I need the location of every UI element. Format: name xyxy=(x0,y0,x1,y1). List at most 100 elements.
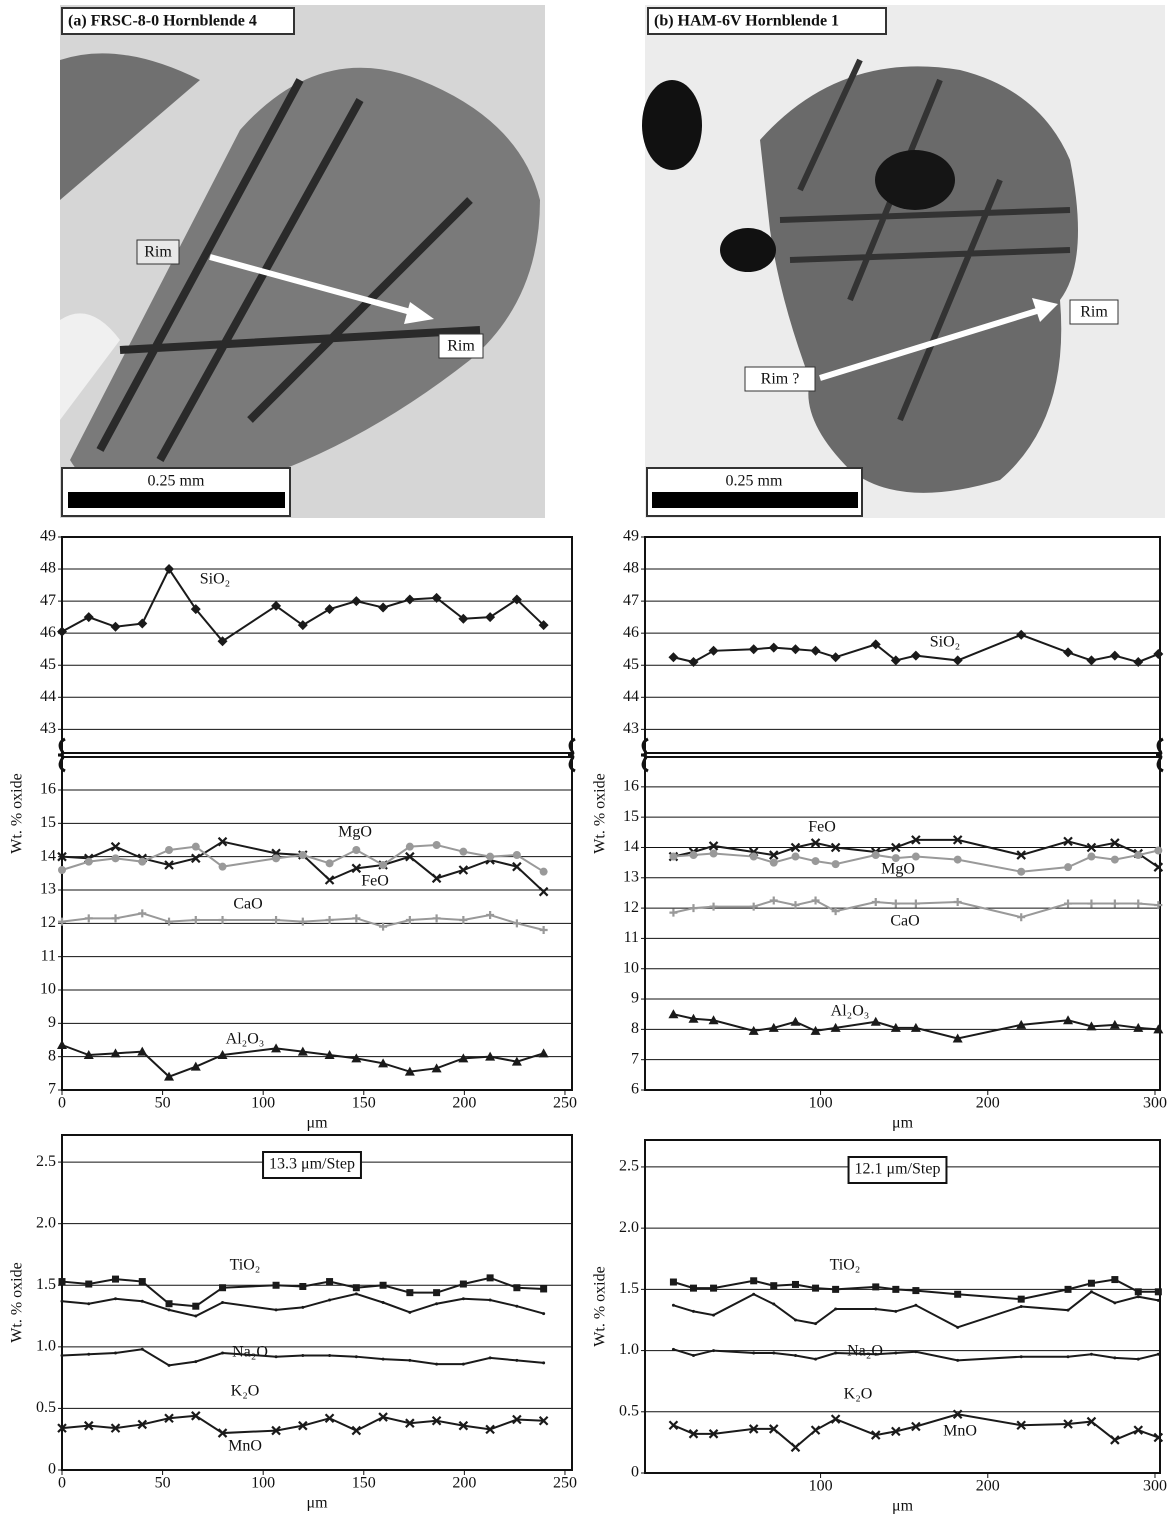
marker xyxy=(710,1285,717,1292)
series-line xyxy=(62,1294,544,1316)
marker xyxy=(794,1318,797,1321)
marker xyxy=(672,1348,675,1351)
marker xyxy=(59,1278,66,1285)
x-axis-label: μm xyxy=(892,1498,914,1515)
marker xyxy=(61,1300,64,1303)
y-tick-label: 14 xyxy=(623,838,639,855)
marker xyxy=(1135,1288,1142,1295)
marker xyxy=(912,853,920,861)
annotation: 13.3 μm/Step xyxy=(269,1156,355,1173)
marker xyxy=(1157,1299,1160,1302)
marker xyxy=(1113,1301,1116,1304)
marker xyxy=(57,627,67,637)
marker xyxy=(912,900,920,908)
marker xyxy=(689,851,697,859)
y-tick-label: 46 xyxy=(40,624,56,641)
marker xyxy=(912,1287,919,1294)
marker xyxy=(892,900,900,908)
marker xyxy=(462,1297,465,1300)
y-tick-label: 0 xyxy=(631,1464,639,1481)
micrograph-b: (b) HAM-6V Hornblende 1 Rim ? Rim 0.25 m… xyxy=(642,5,1165,518)
marker xyxy=(709,646,719,656)
y-tick-label: 43 xyxy=(623,720,639,737)
marker xyxy=(380,1282,387,1289)
y-tick-label: 10 xyxy=(40,981,56,998)
x-tick-label: 50 xyxy=(155,1475,171,1492)
marker xyxy=(433,914,441,922)
marker xyxy=(58,866,66,874)
y-tick-label: 0.5 xyxy=(619,1402,639,1419)
marker xyxy=(689,904,697,912)
x-tick-label: 200 xyxy=(452,1475,476,1492)
marker xyxy=(832,860,840,868)
rim-label: Rim ? xyxy=(761,371,800,388)
y-tick-label: 16 xyxy=(623,778,639,795)
marker xyxy=(1137,1295,1140,1298)
marker xyxy=(670,1279,677,1286)
micrograph-title: (b) HAM-6V Hornblende 1 xyxy=(654,13,839,30)
marker xyxy=(57,1040,67,1049)
y-tick-label: 11 xyxy=(41,947,56,964)
y-tick-label: 1.5 xyxy=(619,1280,639,1297)
marker xyxy=(141,1348,144,1351)
y-axis-label: Wt. % oxide xyxy=(592,1266,609,1346)
y-axis-label: Wt. % oxide xyxy=(9,1262,26,1342)
y-tick-label: 44 xyxy=(40,688,56,705)
x-tick-label: 200 xyxy=(452,1095,476,1112)
marker xyxy=(874,1307,877,1310)
y-tick-label: 2.5 xyxy=(36,1153,56,1170)
marker xyxy=(770,897,778,905)
x-tick-label: 150 xyxy=(352,1095,376,1112)
marker xyxy=(515,1359,518,1362)
y-tick-label: 0.5 xyxy=(36,1399,56,1416)
x-tick-label: 200 xyxy=(976,1478,1000,1495)
marker xyxy=(138,909,146,917)
rim-label: Rim xyxy=(144,244,172,261)
micrograph-a: (a) FRSC-8-0 Hornblende 4 Rim Rim 0.25 m… xyxy=(60,5,545,518)
marker xyxy=(460,1281,467,1288)
marker xyxy=(911,651,921,661)
marker xyxy=(87,1353,90,1356)
y-tick-label: 8 xyxy=(631,1020,639,1037)
series-line xyxy=(673,1292,1158,1328)
y-tick-label: 2.0 xyxy=(36,1214,56,1231)
marker xyxy=(301,1306,304,1309)
marker xyxy=(791,1443,799,1451)
marker xyxy=(814,1322,817,1325)
marker xyxy=(811,646,821,656)
x-axis-label: μm xyxy=(892,1115,914,1132)
marker xyxy=(326,916,334,924)
marker xyxy=(794,1354,797,1357)
marker xyxy=(139,1278,146,1285)
marker xyxy=(351,596,361,606)
marker xyxy=(812,857,820,865)
y-tick-label: 48 xyxy=(623,560,639,577)
marker xyxy=(1064,863,1072,871)
marker xyxy=(112,843,120,851)
scale-bar xyxy=(68,492,285,508)
marker xyxy=(692,1310,695,1313)
marker xyxy=(406,843,414,851)
marker xyxy=(1086,655,1096,665)
marker xyxy=(84,612,94,622)
marker xyxy=(299,851,307,859)
y-tick-label: 15 xyxy=(623,808,639,825)
marker xyxy=(382,1301,385,1304)
marker xyxy=(710,903,718,911)
x-tick-label: 100 xyxy=(809,1095,833,1112)
plot-frame xyxy=(62,537,572,1090)
marker xyxy=(1153,649,1163,659)
x-tick-label: 50 xyxy=(155,1095,171,1112)
marker xyxy=(515,1305,518,1308)
marker xyxy=(1111,856,1119,864)
series-line xyxy=(62,842,544,892)
marker xyxy=(1155,1288,1162,1295)
marker xyxy=(953,655,963,665)
marker xyxy=(114,1351,117,1354)
marker xyxy=(112,854,120,862)
marker xyxy=(894,1352,897,1355)
marker xyxy=(1017,868,1025,876)
marker xyxy=(489,1299,492,1302)
y-tick-label: 46 xyxy=(623,624,639,641)
page: (a) FRSC-8-0 Hornblende 4 Rim Rim 0.25 m… xyxy=(0,0,1175,1515)
